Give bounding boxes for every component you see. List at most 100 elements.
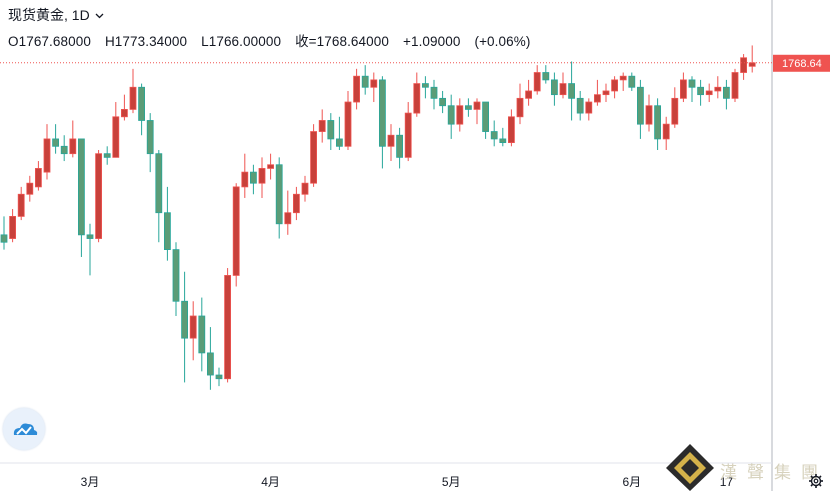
candle-body — [172, 249, 180, 302]
watermark-logo-icon — [666, 444, 714, 491]
candle-body — [310, 131, 318, 184]
candle — [26, 175, 34, 202]
candle — [533, 65, 541, 95]
candle — [215, 367, 223, 387]
candle-body — [671, 97, 679, 125]
candle-body — [404, 112, 412, 158]
candle — [60, 135, 68, 162]
candle-body — [163, 212, 171, 251]
candle — [112, 102, 120, 158]
candle — [473, 98, 481, 125]
ohlc-legend: O1767.68000 H1773.34000 L1766.00000 收=1768.… — [8, 30, 544, 50]
candle — [310, 124, 318, 187]
candle — [404, 102, 412, 162]
symbol-title-bar[interactable]: 现货黄金, 1D — [8, 5, 104, 25]
candle — [284, 190, 292, 235]
candle — [507, 109, 515, 147]
candle — [189, 301, 197, 361]
candle-body — [69, 138, 77, 155]
candle — [318, 109, 326, 143]
candle-body — [78, 138, 85, 236]
settings-gear-icon[interactable] — [808, 473, 824, 489]
candle — [95, 149, 102, 243]
candle — [654, 98, 661, 150]
candle — [490, 120, 498, 147]
candle-body — [594, 94, 601, 103]
candle — [344, 90, 352, 150]
candle — [464, 98, 472, 117]
candle-body — [344, 101, 352, 147]
candle — [241, 153, 249, 198]
candle — [482, 101, 490, 139]
candle-body — [26, 182, 34, 195]
candle-body — [680, 79, 687, 99]
candle-body — [714, 86, 722, 92]
candle-body — [740, 57, 747, 73]
brand-cloud-logo-icon[interactable] — [3, 408, 45, 450]
change-value: +1.09000 — [402, 34, 461, 49]
high-value: H1773.34000 — [104, 34, 188, 49]
candle-body — [559, 83, 567, 96]
candle-body — [654, 105, 661, 140]
candle-body — [705, 90, 713, 96]
candle-body — [9, 215, 17, 239]
open-value: O1767.68000 — [8, 34, 91, 49]
candle-body — [224, 275, 232, 380]
change-percent: (+0.06%) — [474, 34, 531, 49]
candle-body — [421, 83, 429, 88]
candle-body — [473, 101, 481, 110]
candle-body — [335, 138, 343, 147]
candle — [86, 223, 94, 276]
candle — [714, 76, 722, 99]
low-value: L1766.00000 — [201, 34, 282, 49]
candle — [0, 216, 8, 250]
candle-body — [318, 120, 326, 132]
candle-body — [370, 79, 378, 88]
candle-body — [456, 105, 464, 125]
time-axis-tick-label: 17 — [720, 475, 734, 489]
candle-body — [637, 86, 644, 125]
candle-body — [249, 171, 257, 184]
candle-body — [490, 131, 498, 140]
candle-body — [542, 72, 550, 81]
time-axis-tick-label: 4月 — [261, 475, 280, 489]
candle-body — [361, 75, 369, 88]
candle-body — [551, 79, 558, 96]
candle — [576, 90, 584, 121]
candle — [516, 83, 524, 125]
candle — [430, 79, 438, 110]
candle-body — [112, 116, 120, 158]
candle — [594, 79, 601, 106]
candle — [52, 124, 59, 154]
candle-body — [0, 234, 8, 243]
candle — [748, 45, 756, 73]
candles-layer — [0, 45, 756, 390]
candle-body — [611, 79, 618, 92]
interval-dropdown-icon[interactable] — [95, 13, 104, 19]
candle-body — [43, 138, 51, 173]
candle — [146, 113, 154, 173]
interval-label[interactable]: 1D — [71, 7, 90, 23]
candle — [439, 90, 447, 114]
candle-body — [206, 352, 214, 376]
candle — [396, 127, 404, 169]
candle — [628, 72, 636, 91]
candle — [155, 149, 163, 243]
candle-body — [327, 120, 335, 140]
candle-body — [52, 138, 59, 147]
candle — [413, 72, 421, 117]
candle-body — [215, 374, 223, 380]
candle — [551, 72, 558, 106]
candle-body — [482, 101, 490, 132]
candle-body — [241, 171, 249, 188]
candle — [232, 183, 240, 287]
candle — [78, 138, 85, 257]
candle — [370, 72, 378, 103]
candle-body — [439, 97, 447, 107]
candle — [447, 94, 455, 139]
candle — [121, 94, 128, 121]
candle — [387, 124, 395, 162]
candle — [138, 83, 146, 136]
